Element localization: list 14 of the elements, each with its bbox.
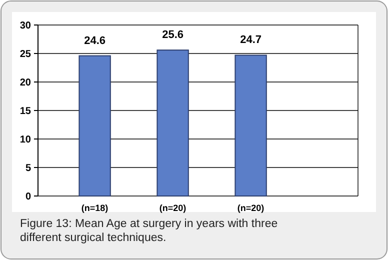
- x-tick-label: (n=18): [81, 203, 108, 213]
- data-label: 25.6: [162, 29, 184, 42]
- y-tick-label: 10: [20, 134, 32, 146]
- caption: Figure 13: Mean Age at surgery in years with three different surgical techniques.: [20, 218, 278, 244]
- x-tick-label: (n=20): [237, 203, 264, 213]
- x-tick-label: (n=20): [159, 203, 186, 213]
- data-label: 24.6: [84, 34, 106, 47]
- y-tick-label: 0: [25, 192, 32, 202]
- y-tick-label: 5: [25, 163, 32, 174]
- y-tick-label: 15: [20, 106, 32, 117]
- data-label: 24.7: [240, 34, 262, 46]
- y-tick-label: 25: [20, 49, 32, 60]
- y-tick-label: 30: [20, 20, 32, 32]
- y-tick-label: 20: [20, 78, 32, 88]
